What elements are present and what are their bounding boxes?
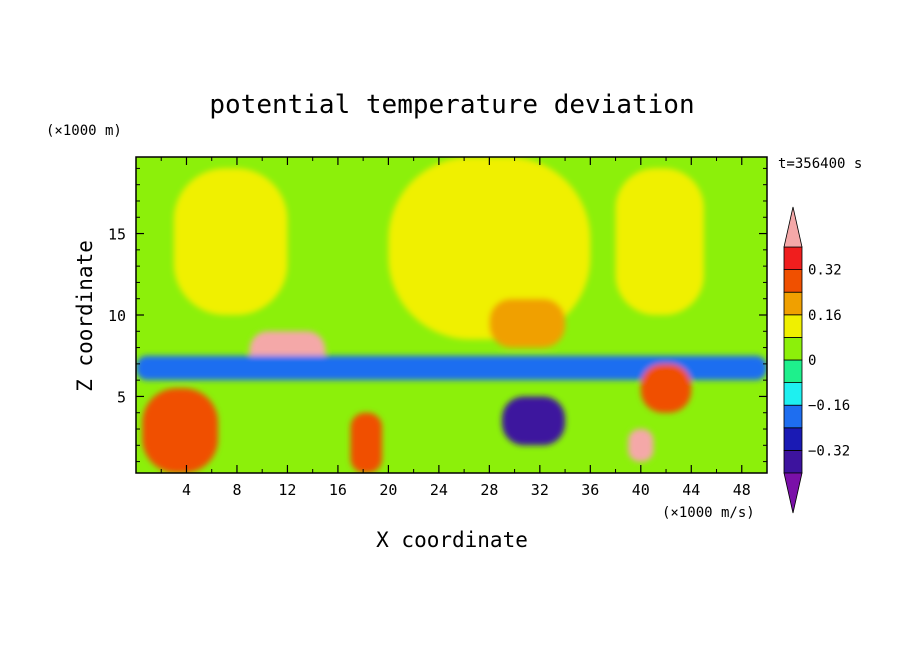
y-tick-label: 5 (117, 388, 126, 406)
colorbar-swatch (783, 427, 803, 451)
x-axis-label: X coordinate (376, 528, 528, 552)
y-axis-label: Z coordinate (73, 240, 97, 392)
x-tick-label: 24 (430, 481, 448, 499)
contour-field (136, 157, 767, 473)
field-feature-9 (350, 412, 383, 473)
colorbar-swatch (783, 336, 803, 361)
colorbar-label: 0.16 (808, 308, 842, 324)
colorbar-min-extension (783, 472, 803, 514)
colorbar-swatch (783, 269, 803, 293)
field-feature-7 (136, 355, 767, 381)
colorbar: 0.32 0.16 0 −0.16 −0.32 (783, 206, 850, 514)
colorbar-label: −0.16 (808, 398, 850, 414)
x-tick-label: 32 (531, 481, 549, 499)
chart-title: potential temperature deviation (209, 90, 694, 120)
y-tick-label: 15 (108, 226, 126, 244)
field-feature-1 (388, 157, 591, 340)
field-feature-5 (628, 429, 654, 462)
x-tick-label: 12 (278, 481, 296, 499)
field-feature-6 (501, 396, 566, 446)
x-tick-label: 4 (182, 481, 191, 499)
y-unit-label: (×1000 m) (46, 123, 122, 139)
colorbar-label: 0 (808, 353, 816, 369)
colorbar-swatch (783, 291, 803, 316)
field-feature-2 (615, 168, 704, 315)
field-feature-3 (489, 298, 566, 348)
y-tick-label: 10 (108, 307, 126, 325)
field-feature-0 (173, 168, 288, 315)
colorbar-label: 0.32 (808, 263, 842, 279)
colorbar-swatch (783, 359, 803, 384)
field-feature-10 (640, 363, 692, 413)
x-tick-label: 20 (379, 481, 397, 499)
x-tick-label: 48 (733, 481, 751, 499)
colorbar-label: −0.32 (808, 443, 850, 459)
x-tick-label: 44 (682, 481, 700, 499)
colorbar-swatch (783, 246, 803, 271)
x-tick-label: 8 (232, 481, 241, 499)
x-tick-label: 36 (581, 481, 599, 499)
x-tick-label: 16 (329, 481, 347, 499)
colorbar-max-extension (783, 206, 803, 248)
colorbar-swatch (783, 314, 803, 338)
field-feature-8 (142, 388, 219, 473)
x-tick-label: 40 (632, 481, 650, 499)
colorbar-swatch (783, 404, 803, 429)
x-tick-label: 28 (480, 481, 498, 499)
colorbar-swatch (783, 449, 803, 474)
colorbar-swatch (783, 382, 803, 406)
x-unit-label: (×1000 m/s) (662, 505, 755, 521)
time-label: t=356400 s (778, 156, 862, 172)
